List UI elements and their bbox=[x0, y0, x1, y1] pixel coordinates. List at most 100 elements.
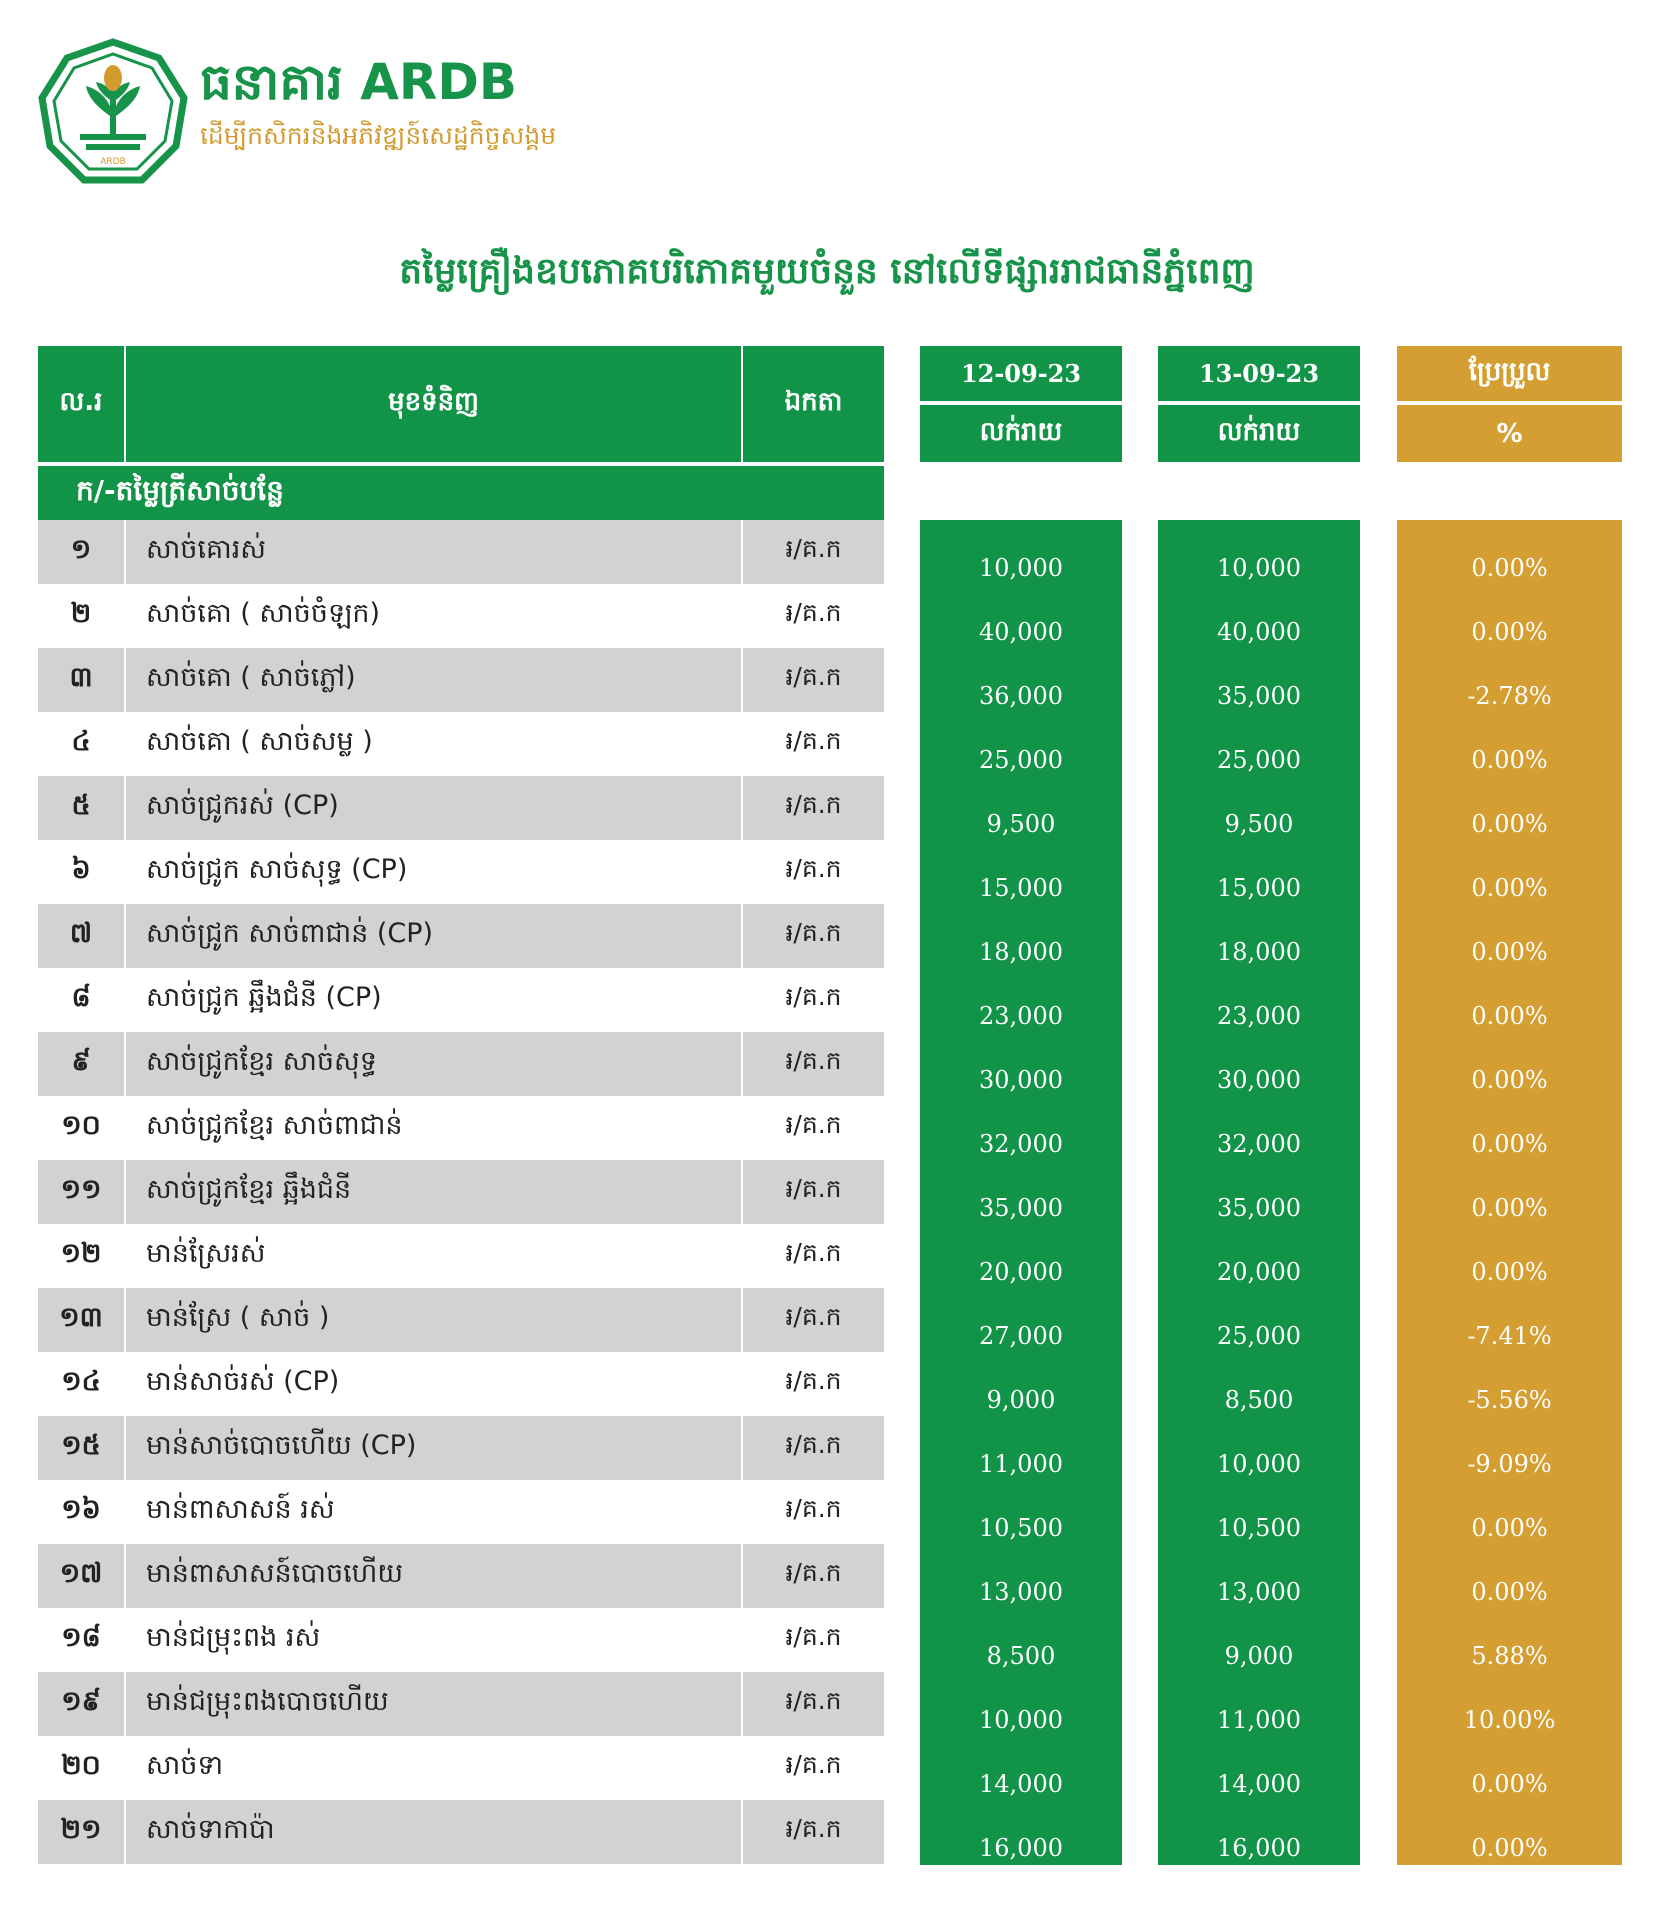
item-name: សាច់គោ ( សាច់សម្ល ) bbox=[126, 712, 743, 776]
price-date2: 10,000 bbox=[1217, 554, 1301, 582]
change-percent: 0.00% bbox=[1471, 746, 1548, 774]
table-row: ១៥ មាន់សាច់បោចហើយ (CP) ៛/គ.ក bbox=[38, 1416, 884, 1480]
price-column-date1: 10,000 40,000 36,000 25,000 9,500 15,000 18,00… bbox=[920, 520, 1122, 1865]
header-date1-sub: លក់រាយ bbox=[920, 405, 1122, 462]
price-date2: 10,500 bbox=[1217, 1514, 1301, 1542]
item-name: មាន់ស្រែ ( សាច់ ) bbox=[126, 1288, 743, 1352]
row-number: ៤ bbox=[38, 712, 126, 776]
item-unit: ៛/គ.ក bbox=[785, 1750, 842, 1779]
price-date1: 13,000 bbox=[979, 1578, 1063, 1606]
price-date2: 25,000 bbox=[1217, 1322, 1301, 1350]
item-name: សាច់ជ្រូកខ្មែរ ឆ្អឹងជំនី bbox=[126, 1160, 743, 1224]
change-percent: 0.00% bbox=[1471, 1770, 1548, 1798]
row-number: ២១ bbox=[38, 1800, 126, 1864]
row-number: ១៤ bbox=[38, 1352, 126, 1416]
table-row: ៤សាច់គោ ( សាច់សម្ល ) ៛/គ.ក bbox=[38, 712, 884, 776]
item-unit: ៛/គ.ក bbox=[785, 1430, 842, 1459]
price-date2: 9,000 bbox=[1224, 1642, 1294, 1670]
table-row: ៦សាច់ជ្រូក សាច់សុទ្ធ (CP) ៛/គ.ក bbox=[38, 840, 884, 904]
table-row: ១៨ មាន់ជម្រុះពង រស់ ៛/គ.ក bbox=[38, 1608, 884, 1672]
row-number: ៧ bbox=[38, 904, 126, 968]
change-percent: 0.00% bbox=[1471, 1578, 1548, 1606]
header-date2-sub: លក់រាយ bbox=[1158, 405, 1360, 462]
table-row: ២១ សាច់ទាកាប៉ា ៛/គ.ក bbox=[38, 1800, 884, 1864]
item-name: មាន់ជម្រុះពង រស់ bbox=[126, 1608, 743, 1672]
item-name: មាន់សាច់បោចហើយ (CP) bbox=[126, 1416, 743, 1480]
change-percent: 0.00% bbox=[1471, 1194, 1548, 1222]
table-row: ៨សាច់ជ្រូក ឆ្អឹងជំនី (CP) ៛/គ.ក bbox=[38, 968, 884, 1032]
price-date1: 15,000 bbox=[979, 874, 1063, 902]
table-row: ៥សាច់ជ្រូករស់ (CP) ៛/គ.ក bbox=[38, 776, 884, 840]
price-date2: 32,000 bbox=[1217, 1130, 1301, 1158]
table-row: ១សាច់គោរស់ ៛/គ.ក bbox=[38, 520, 884, 584]
table-row: ១០ សាច់ជ្រូកខ្មែរ សាច់ពាជាន់ ៛/គ.ក bbox=[38, 1096, 884, 1160]
item-unit: ៛/គ.ក bbox=[785, 1046, 842, 1075]
price-date2: 11,000 bbox=[1217, 1706, 1301, 1734]
change-column: 0.00% 0.00% -2.78% 0.00% 0.00% 0.00% 0.00% 0.00… bbox=[1397, 520, 1622, 1865]
row-number: ៣ bbox=[38, 648, 126, 712]
price-date2: 15,000 bbox=[1217, 874, 1301, 902]
change-percent: 0.00% bbox=[1471, 1002, 1548, 1030]
change-percent: 0.00% bbox=[1471, 1834, 1548, 1862]
item-name: សាច់ជ្រូក សាច់សុទ្ធ (CP) bbox=[126, 840, 743, 904]
row-number: ១៦ bbox=[38, 1480, 126, 1544]
item-name: សាច់ទាកាប៉ា bbox=[126, 1800, 743, 1864]
price-date2: 20,000 bbox=[1217, 1258, 1301, 1286]
change-percent: 0.00% bbox=[1471, 1514, 1548, 1542]
item-unit: ៛/គ.ក bbox=[785, 1366, 842, 1395]
table-row: ១២ មាន់ស្រែរស់ ៛/គ.ក bbox=[38, 1224, 884, 1288]
item-name: សាច់គោ ( សាច់ភ្លៅ) bbox=[126, 648, 743, 712]
change-percent: 0.00% bbox=[1471, 1258, 1548, 1286]
price-date1: 9,000 bbox=[986, 1386, 1056, 1414]
row-number: ១៥ bbox=[38, 1416, 126, 1480]
row-number: ៦ bbox=[38, 840, 126, 904]
change-percent: -7.41% bbox=[1467, 1322, 1552, 1350]
row-number: ១៩ bbox=[38, 1672, 126, 1736]
change-percent: 0.00% bbox=[1471, 810, 1548, 838]
price-date1: 14,000 bbox=[979, 1770, 1063, 1798]
header-no: ល.រ bbox=[38, 346, 126, 462]
item-name: សាច់ជ្រូកខ្មែរ សាច់សុទ្ធ bbox=[126, 1032, 743, 1096]
price-date1: 36,000 bbox=[979, 682, 1063, 710]
price-date2: 9,500 bbox=[1224, 810, 1294, 838]
price-date1: 25,000 bbox=[979, 746, 1063, 774]
header-date1: 12-09-23 bbox=[920, 346, 1122, 401]
price-date2: 18,000 bbox=[1217, 938, 1301, 966]
header-date2: 13-09-23 bbox=[1158, 346, 1360, 401]
table-row: ១៩ មាន់ជម្រុះពងបោចហើយ ៛/គ.ក bbox=[38, 1672, 884, 1736]
section-title: ក/-តម្លៃត្រីសាច់បន្លែ bbox=[38, 466, 884, 520]
header-change: ប្រែប្រួល bbox=[1397, 346, 1622, 401]
item-unit: ៛/គ.ក bbox=[785, 1238, 842, 1267]
change-percent: 0.00% bbox=[1471, 554, 1548, 582]
item-name: សាច់ជ្រូក ឆ្អឹងជំនី (CP) bbox=[126, 968, 743, 1032]
price-date1: 10,000 bbox=[979, 554, 1063, 582]
row-number: ១៣ bbox=[38, 1288, 126, 1352]
item-name: មាន់ជម្រុះពងបោចហើយ bbox=[126, 1672, 743, 1736]
table-row: ១៦ មាន់ពាសាសន៍ រស់ ៛/គ.ក bbox=[38, 1480, 884, 1544]
item-unit: ៛/គ.ក bbox=[785, 662, 842, 691]
table-row: ២០ សាច់ទា ៛/គ.ក bbox=[38, 1736, 884, 1800]
item-unit: ៛/គ.ក bbox=[785, 1302, 842, 1331]
price-date2: 35,000 bbox=[1217, 1194, 1301, 1222]
row-number: ១៧ bbox=[38, 1544, 126, 1608]
price-date1: 40,000 bbox=[979, 618, 1063, 646]
item-unit: ៛/គ.ក bbox=[785, 1622, 842, 1651]
row-number: ៨ bbox=[38, 968, 126, 1032]
brand-name: ធនាគារ ARDB bbox=[200, 53, 518, 111]
price-date2: 16,000 bbox=[1217, 1834, 1301, 1862]
table-row: ១៧ មាន់ពាសាសន៍បោចហើយ ៛/គ.ក bbox=[38, 1544, 884, 1608]
table-row: ៧សាច់ជ្រូក សាច់ពាជាន់ (CP) ៛/គ.ក bbox=[38, 904, 884, 968]
change-percent: -9.09% bbox=[1467, 1450, 1552, 1478]
item-unit: ៛/គ.ក bbox=[785, 1174, 842, 1203]
item-name: មាន់ស្រែរស់ bbox=[126, 1224, 743, 1288]
ardb-logo: ARDB bbox=[38, 38, 188, 184]
header-item: មុខទំនិញ bbox=[126, 346, 743, 462]
price-date2: 25,000 bbox=[1217, 746, 1301, 774]
item-unit: ៛/គ.ក bbox=[785, 1558, 842, 1587]
item-unit: ៛/គ.ក bbox=[785, 1814, 842, 1843]
item-name: មាន់ពាសាសន៍បោចហើយ bbox=[126, 1544, 743, 1608]
price-date1: 10,500 bbox=[979, 1514, 1063, 1542]
table-row: ១៤ មាន់សាច់រស់ (CP) ៛/គ.ក bbox=[38, 1352, 884, 1416]
item-name: សាច់ជ្រូក សាច់ពាជាន់ (CP) bbox=[126, 904, 743, 968]
item-unit: ៛/គ.ក bbox=[785, 726, 842, 755]
